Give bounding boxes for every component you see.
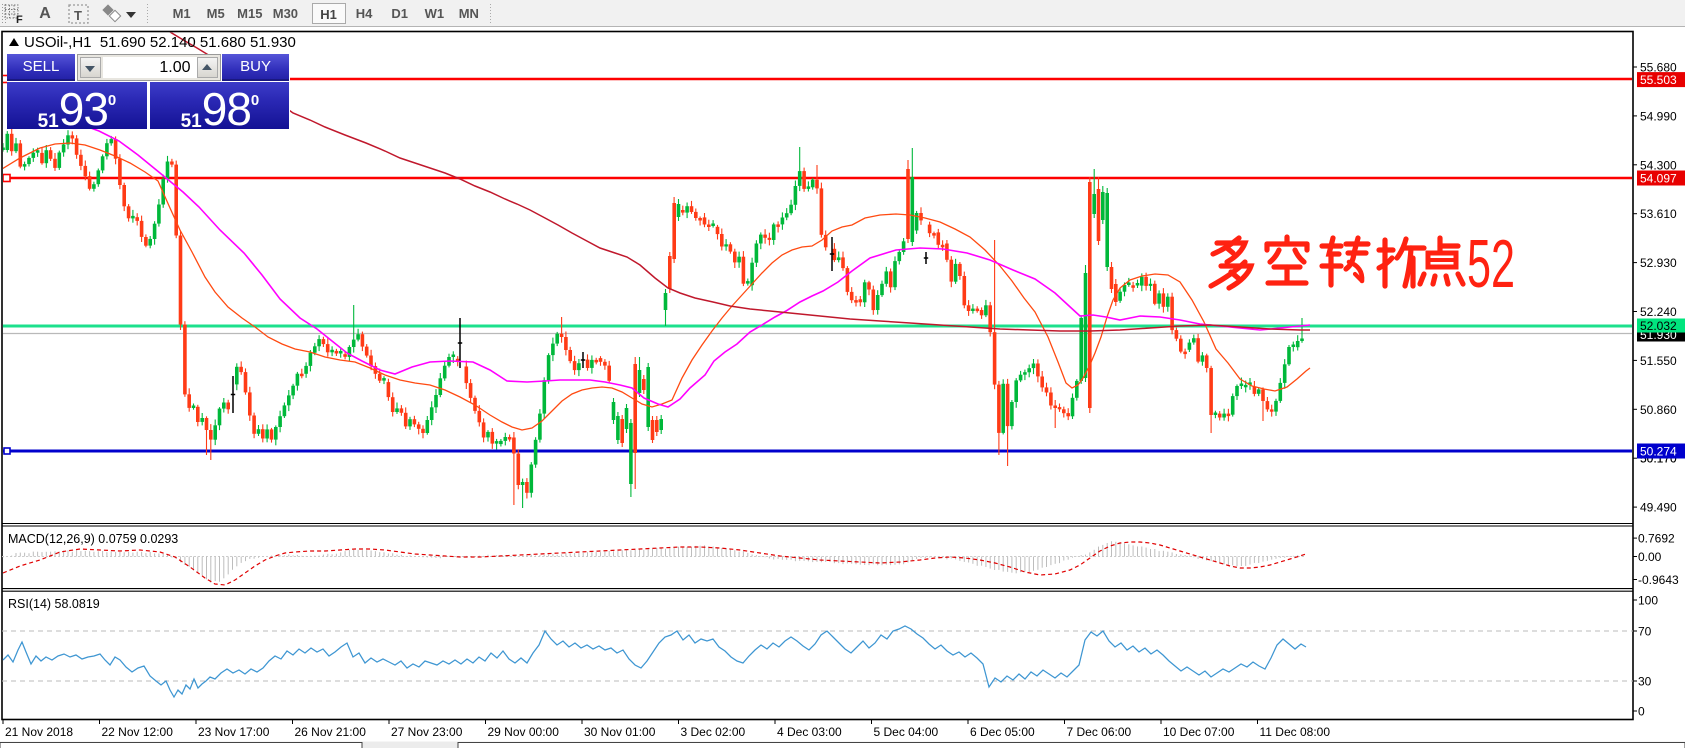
svg-text:5 Dec 04:00: 5 Dec 04:00 (874, 725, 939, 739)
svg-text:29 Nov 00:00: 29 Nov 00:00 (488, 725, 560, 739)
svg-text:54.097: 54.097 (1640, 172, 1677, 186)
svg-text:30 Nov 01:00: 30 Nov 01:00 (584, 725, 656, 739)
svg-text:3 Dec 02:00: 3 Dec 02:00 (681, 725, 746, 739)
svg-text:4 Dec 03:00: 4 Dec 03:00 (777, 725, 842, 739)
svg-text:55.680: 55.680 (1640, 61, 1677, 75)
svg-text:23 Nov 17:00: 23 Nov 17:00 (198, 725, 270, 739)
svg-text:51.550: 51.550 (1640, 354, 1677, 368)
svg-text:54.990: 54.990 (1640, 109, 1677, 123)
svg-text:100: 100 (1638, 594, 1658, 608)
svg-text:T: T (74, 8, 82, 23)
svg-text:RSI(14) 58.0819: RSI(14) 58.0819 (8, 597, 100, 611)
svg-text:52.032: 52.032 (1640, 319, 1677, 333)
svg-text:50.860: 50.860 (1640, 403, 1677, 417)
svg-text:F: F (16, 14, 23, 24)
svg-text:52: 52 (1467, 226, 1515, 302)
svg-text:30: 30 (1638, 675, 1652, 689)
svg-text:52.930: 52.930 (1640, 256, 1677, 270)
svg-text:0.00: 0.00 (1638, 550, 1662, 564)
svg-text:21 Nov 2018: 21 Nov 2018 (5, 725, 73, 739)
svg-text:70: 70 (1638, 625, 1652, 639)
svg-text:50.274: 50.274 (1640, 445, 1677, 459)
svg-text:7 Dec 06:00: 7 Dec 06:00 (1067, 725, 1132, 739)
svg-text:54.300: 54.300 (1640, 158, 1677, 172)
svg-text:0: 0 (1638, 705, 1645, 719)
svg-text:55.503: 55.503 (1640, 73, 1677, 87)
svg-text:MACD(12,26,9) 0.0759 0.0293: MACD(12,26,9) 0.0759 0.0293 (8, 532, 178, 546)
svg-text:0.7692: 0.7692 (1638, 532, 1675, 546)
svg-text:6 Dec 05:00: 6 Dec 05:00 (970, 725, 1035, 739)
svg-text:USOil-,H1 51.690 52.140 51.68: USOil-,H1 51.690 52.140 51.680 51.930 (24, 34, 296, 51)
svg-text:-0.9643: -0.9643 (1638, 573, 1679, 587)
svg-text:49.490: 49.490 (1640, 501, 1677, 515)
svg-text:53.610: 53.610 (1640, 207, 1677, 221)
svg-text:27 Nov 23:00: 27 Nov 23:00 (391, 725, 463, 739)
svg-text:11 Dec 08:00: 11 Dec 08:00 (1260, 725, 1331, 739)
svg-text:26 Nov 21:00: 26 Nov 21:00 (295, 725, 367, 739)
svg-text:52.240: 52.240 (1640, 305, 1677, 319)
svg-text:22 Nov 12:00: 22 Nov 12:00 (102, 725, 174, 739)
svg-text:10 Dec 07:00: 10 Dec 07:00 (1163, 725, 1235, 739)
